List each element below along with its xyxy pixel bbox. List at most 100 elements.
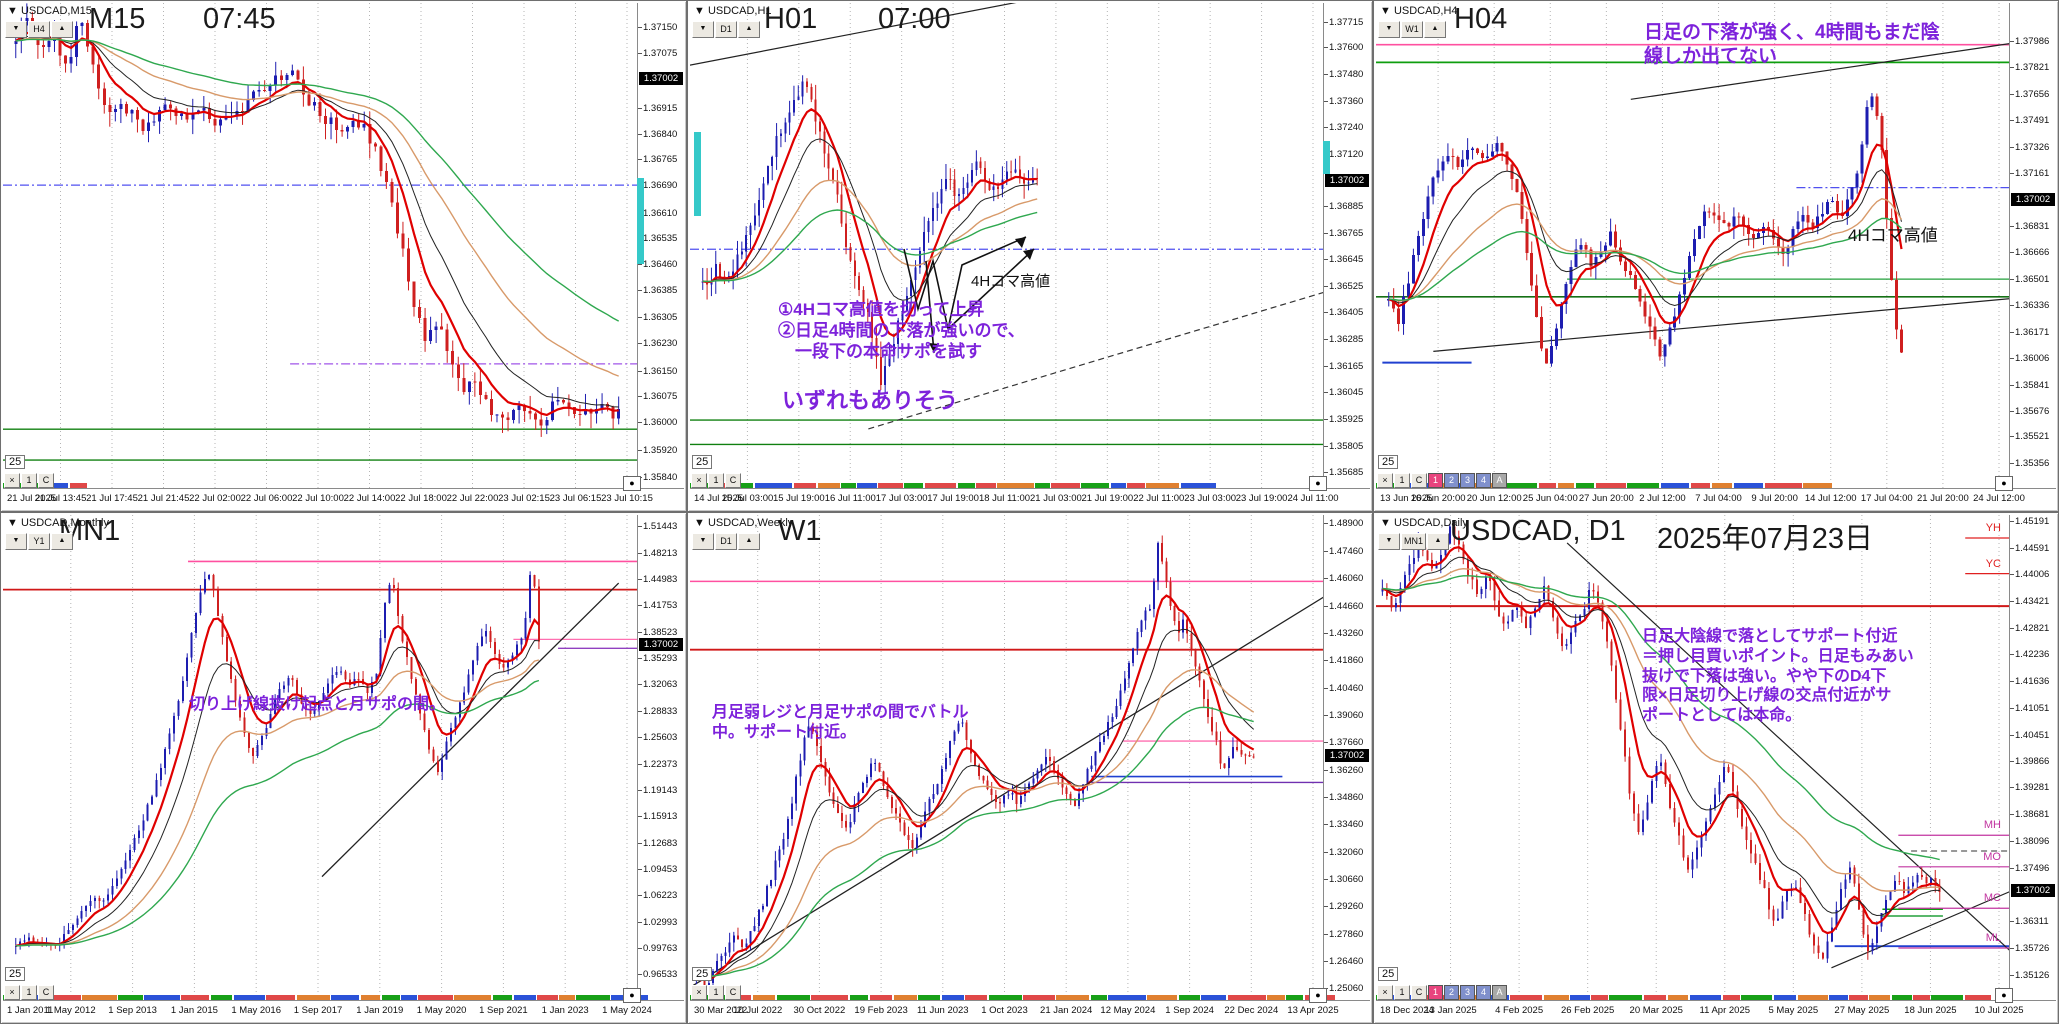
chart-panel-d1[interactable]: 1.45191 1.44591 1.44006 1.43421 1.42821 1.422… — [1373, 512, 2059, 1024]
close-button[interactable]: × — [691, 985, 707, 1000]
time-axis-m15[interactable]: 21 Jul 2025 21 Jul 13:45 21 Jul 17:45 21 Ju… — [3, 488, 684, 509]
time-tick-label: 26 Feb 2025 — [1560, 1005, 1615, 1016]
time-tick-label: 14 Jul 2025 — [694, 493, 744, 504]
close-button[interactable]: × — [691, 473, 707, 488]
tf-up-button[interactable]: ▲ — [1424, 21, 1446, 38]
one-button[interactable]: 1 — [1394, 473, 1410, 488]
price-tick-label: 1.36765 — [637, 154, 678, 166]
price-tick-label: 1.37600 — [1323, 42, 1364, 54]
tf-up-button[interactable]: ▲ — [51, 533, 73, 550]
c-button[interactable]: C — [725, 473, 741, 488]
price-tick-label: 1.36501 — [2009, 273, 2050, 285]
tf-down-button[interactable]: ▼ — [692, 533, 714, 550]
scroll-to-end-button[interactable]: ● — [1309, 988, 1327, 1003]
one-button[interactable]: 1 — [21, 473, 37, 488]
chart-panel-mn1[interactable]: 1.51443 1.48213 1.44983 1.41753 1.38523 1.352… — [0, 512, 687, 1024]
time-axis-mn1[interactable]: 1 Jan 2011 1 May 2012 1 Sep 2013 1 Jan 2015… — [3, 1000, 684, 1021]
indicator-strip-segment — [3, 483, 38, 488]
time-tick-label: 13 Jun 2025 — [1380, 493, 1433, 504]
indicator-strip-segment — [904, 483, 924, 488]
tf-label[interactable]: W1 — [1401, 21, 1423, 38]
price-chart-m15[interactable] — [3, 3, 641, 491]
preset-badge-A[interactable]: A — [1492, 473, 1507, 488]
tf-down-button[interactable]: ▼ — [1378, 21, 1400, 38]
close-button[interactable]: × — [1377, 473, 1393, 488]
c-button[interactable]: C — [725, 985, 741, 1000]
price-axis-w1[interactable]: 1.48900 1.47460 1.46060 1.44660 1.43260 1.418… — [1323, 515, 1370, 1001]
preset-badge-1[interactable]: 1 — [1428, 985, 1443, 1000]
tf-down-button[interactable]: ▼ — [5, 533, 27, 550]
indicator-strip-segment — [1733, 483, 1764, 488]
time-axis-h01[interactable]: 14 Jul 2025 15 Jul 03:00 15 Jul 19:00 16 Ju… — [690, 488, 1370, 509]
close-button[interactable]: × — [4, 985, 20, 1000]
tf-down-button[interactable]: ▼ — [1378, 533, 1400, 550]
chart-panel-m15[interactable]: 1.37150 1.37075 1.36915 1.36840 1.36765 1.366… — [0, 0, 687, 512]
price-tick-label: 1.35841 — [2009, 379, 2050, 391]
preset-badge-A[interactable]: A — [1492, 985, 1507, 1000]
tf-up-button[interactable]: ▲ — [1427, 533, 1450, 550]
time-tick-label: 22 Jul 22:00 — [446, 493, 499, 504]
price-tick-label: 1.06223 — [637, 890, 678, 902]
tf-down-button[interactable]: ▼ — [692, 21, 714, 38]
c-button[interactable]: C — [1411, 473, 1427, 488]
scroll-to-end-button[interactable]: ● — [1995, 988, 2013, 1003]
preset-badge-2[interactable]: 2 — [1444, 985, 1459, 1000]
close-button[interactable]: × — [1377, 985, 1393, 1000]
scroll-to-end-button[interactable]: ● — [623, 476, 641, 491]
preset-badge-3[interactable]: 3 — [1460, 473, 1475, 488]
one-button[interactable]: 1 — [708, 473, 724, 488]
price-axis-d1[interactable]: 1.45191 1.44591 1.44006 1.43421 1.42821 1.422… — [2009, 515, 2056, 1001]
indicator-strip-segment — [857, 483, 877, 488]
indicator-strip-segment — [1595, 483, 1626, 488]
chart-panel-h04[interactable]: 1.37986 1.37821 1.37656 1.37491 1.37326 1.371… — [1373, 0, 2059, 512]
price-chart-h01[interactable] — [690, 3, 1327, 491]
price-chart-d1[interactable] — [1376, 515, 2013, 1003]
chart-panel-h01[interactable]: 1.37715 1.37600 1.37480 1.37360 1.37240 1.371… — [687, 0, 1373, 512]
time-axis-h04[interactable]: 13 Jun 2025 16 Jun 20:00 20 Jun 12:00 25 Ju… — [1376, 488, 2056, 509]
preset-badge-4[interactable]: 4 — [1476, 473, 1491, 488]
tf-label[interactable]: Y1 — [28, 533, 50, 550]
price-tick-label: 1.33460 — [1323, 819, 1364, 831]
indicator-strip-segment — [1543, 995, 1569, 1000]
price-axis-h01[interactable]: 1.37715 1.37600 1.37480 1.37360 1.37240 1.371… — [1323, 3, 1370, 489]
one-button[interactable]: 1 — [1394, 985, 1410, 1000]
price-tick-label: 1.37240 — [1323, 122, 1364, 134]
price-tick-label: 1.36645 — [1323, 254, 1364, 266]
c-button[interactable]: C — [38, 985, 54, 1000]
tf-down-button[interactable]: ▼ — [5, 21, 27, 38]
tf-up-button[interactable]: ▲ — [738, 533, 760, 550]
price-axis-mn1[interactable]: 1.51443 1.48213 1.44983 1.41753 1.38523 1.352… — [637, 515, 684, 1001]
tf-label[interactable]: MN1 — [1401, 533, 1427, 550]
scroll-to-end-button[interactable]: ● — [1995, 476, 2013, 491]
price-tick-label: 1.36075 — [637, 391, 678, 403]
tf-up-button[interactable]: ▲ — [738, 21, 760, 38]
tf-label[interactable]: H4 — [28, 21, 50, 38]
price-axis-h04[interactable]: 1.37986 1.37821 1.37656 1.37491 1.37326 1.371… — [2009, 3, 2056, 489]
close-button[interactable]: × — [4, 473, 20, 488]
c-button[interactable]: C — [38, 473, 54, 488]
preset-badge-2[interactable]: 2 — [1444, 473, 1459, 488]
preset-badge-1[interactable]: 1 — [1428, 473, 1443, 488]
mini-button-row: × 1 C — [4, 473, 54, 488]
one-button[interactable]: 1 — [708, 985, 724, 1000]
time-axis-d1[interactable]: 18 Dec 2024 13 Jan 2025 4 Feb 2025 26 Feb 2… — [1376, 1000, 2056, 1021]
preset-badge-4[interactable]: 4 — [1476, 985, 1491, 1000]
price-tick-label: 1.35356 — [2009, 457, 2050, 469]
price-tick-label: 1.36006 — [2009, 353, 2050, 365]
scroll-to-end-button[interactable]: ● — [1309, 476, 1327, 491]
preset-badge-3[interactable]: 3 — [1460, 985, 1475, 1000]
c-button[interactable]: C — [1411, 985, 1427, 1000]
price-tick-label: 1.43421 — [2009, 595, 2050, 607]
scroll-to-end-button[interactable]: ● — [623, 988, 641, 1003]
tf-up-button[interactable]: ▲ — [51, 21, 73, 38]
price-chart-mn1[interactable] — [3, 515, 641, 1003]
one-button[interactable]: 1 — [21, 985, 37, 1000]
tf-label[interactable]: D1 — [715, 21, 737, 38]
time-axis-w1[interactable]: 30 Mar 2022 10 Jul 2022 30 Oct 2022 19 Feb … — [690, 1000, 1370, 1021]
price-chart-w1[interactable] — [690, 515, 1327, 1003]
time-tick-label: 22 Jul 02:00 — [189, 493, 241, 504]
price-axis-m15[interactable]: 1.37150 1.37075 1.36915 1.36840 1.36765 1.366… — [637, 3, 684, 489]
tf-label[interactable]: D1 — [715, 533, 737, 550]
chart-panel-w1[interactable]: 1.48900 1.47460 1.46060 1.44660 1.43260 1.418… — [687, 512, 1373, 1024]
price-chart-h04[interactable] — [1376, 3, 2013, 491]
